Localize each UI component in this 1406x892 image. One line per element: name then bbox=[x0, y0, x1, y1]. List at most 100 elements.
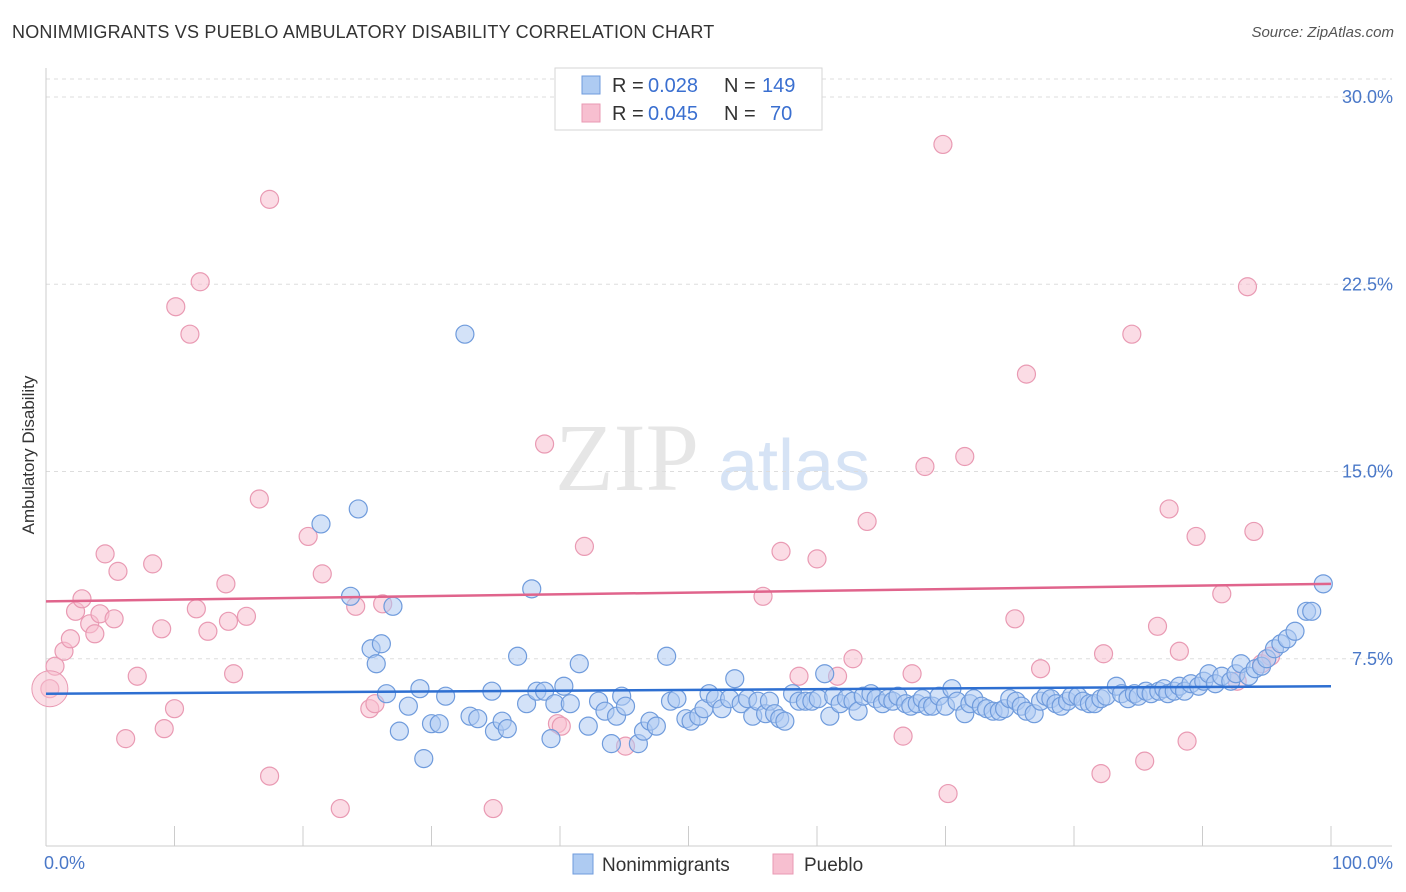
legend-n-value-1: 149 bbox=[762, 75, 795, 97]
y-tick-label-3: 30.0% bbox=[1342, 87, 1393, 107]
pueblo-point-24 bbox=[218, 611, 239, 631]
legend-swatch-pueblo bbox=[581, 103, 601, 123]
pueblo-point-18 bbox=[166, 297, 186, 317]
series-legend-label-nonimmigrants: Nonimmigrants bbox=[602, 855, 730, 876]
pueblo-point-52 bbox=[915, 456, 935, 477]
series-legend-swatch-pueblo bbox=[772, 853, 794, 875]
pueblo-point-37 bbox=[483, 798, 503, 819]
nonimmigrants-point-0 bbox=[311, 514, 331, 534]
nonimmigrants-point-45 bbox=[667, 689, 687, 709]
legend-r-value-2: 0.045 bbox=[648, 103, 698, 125]
pueblo-point-59 bbox=[1091, 763, 1111, 784]
pueblo-point-57 bbox=[1016, 364, 1037, 384]
pueblo-point-9 bbox=[95, 544, 115, 564]
legend-r-label-2: R = bbox=[612, 103, 644, 125]
pueblo-point-44 bbox=[771, 541, 791, 561]
legend-n-value-2: 70 bbox=[770, 103, 792, 125]
pueblo-point-20 bbox=[186, 599, 206, 619]
pueblo-point-49 bbox=[857, 511, 877, 532]
series-legend-swatch-nonimmigrants bbox=[572, 853, 594, 875]
nonimmigrants-point-13 bbox=[429, 714, 449, 734]
nonimmigrants-point-30 bbox=[560, 694, 580, 714]
legend-n-label-1: N = bbox=[724, 75, 756, 97]
pueblo-point-21 bbox=[190, 272, 210, 292]
tick-labels: 7.5% 15.0% 22.5% 30.0% 0.0% 100.0% bbox=[44, 87, 1393, 873]
nonimmigrants-point-63 bbox=[775, 711, 795, 731]
pueblo-point-63 bbox=[1147, 616, 1168, 636]
nonimmigrants-trend-line bbox=[45, 684, 1332, 695]
pueblo-point-22 bbox=[198, 621, 218, 641]
pueblo-point-48 bbox=[843, 649, 863, 669]
pueblo-point-32 bbox=[330, 798, 350, 819]
pueblo-point-40 bbox=[551, 716, 571, 736]
pueblo-point-27 bbox=[249, 489, 269, 509]
nonimmigrants-point-17 bbox=[468, 709, 488, 729]
nonimmigrants-point-54 bbox=[725, 669, 745, 689]
nonimmigrants-point-11 bbox=[414, 749, 434, 769]
pueblo-point-15 bbox=[152, 619, 172, 639]
pueblo-point-5 bbox=[72, 589, 92, 609]
nonimmigrants-point-21 bbox=[497, 719, 517, 739]
pueblo-point-45 bbox=[789, 666, 809, 686]
pueblo-point-67 bbox=[1186, 526, 1206, 547]
pueblo-point-60 bbox=[1093, 644, 1114, 664]
nonimmigrants-point-10 bbox=[410, 679, 430, 699]
series-legend: Nonimmigrants Pueblo bbox=[572, 853, 863, 876]
axes bbox=[45, 68, 1392, 847]
nonimmigrants-point-70 bbox=[820, 706, 840, 726]
nonimmigrants-point-43 bbox=[657, 646, 677, 666]
nonimmigrants-point-148 bbox=[1285, 621, 1305, 641]
y-tick-label-2: 22.5% bbox=[1342, 274, 1393, 294]
watermark-atlas: atlas bbox=[718, 426, 870, 506]
nonimmigrants-point-7 bbox=[383, 596, 403, 616]
pueblo-point-64 bbox=[1159, 499, 1179, 519]
pueblo-point-58 bbox=[1030, 659, 1051, 679]
nonimmigrants-point-22 bbox=[507, 646, 528, 666]
pueblo-point-56 bbox=[1005, 609, 1025, 629]
pueblo-point-11 bbox=[108, 561, 128, 581]
nonimmigrants-point-8 bbox=[389, 721, 409, 741]
nonimmigrants-point-6 bbox=[376, 684, 397, 704]
nonimmigrants-point-9 bbox=[398, 696, 418, 716]
pueblo-point-68 bbox=[1212, 584, 1232, 604]
nonimmigrants-point-69 bbox=[815, 664, 835, 684]
x-tick-label-end: 100.0% bbox=[1332, 853, 1393, 873]
pueblo-point-71 bbox=[1244, 521, 1264, 542]
pueblo-point-43 bbox=[753, 586, 773, 606]
y-axis-label: Ambulatory Disability bbox=[19, 375, 38, 534]
pueblo-point-23 bbox=[216, 574, 236, 594]
pueblo-point-7 bbox=[85, 624, 105, 644]
pueblo-trend-line bbox=[45, 582, 1332, 603]
pueblo-point-large bbox=[31, 670, 69, 708]
nonimmigrants-point-2 bbox=[348, 499, 368, 519]
y-tick-label-1: 15.0% bbox=[1342, 462, 1393, 482]
pueblo-point-16 bbox=[154, 719, 174, 739]
nonimmigrants-point-35 bbox=[601, 734, 622, 754]
watermark-zip: ZIP bbox=[555, 404, 699, 511]
pueblo-point-65 bbox=[1169, 641, 1189, 661]
pueblo-point-62 bbox=[1135, 751, 1155, 771]
pueblo-point-55 bbox=[955, 446, 975, 467]
nonimmigrants-point-24 bbox=[522, 579, 542, 599]
pueblo-point-61 bbox=[1122, 324, 1142, 344]
pueblo-point-12 bbox=[116, 729, 136, 749]
pueblo-point-31 bbox=[312, 564, 332, 584]
y-tick-label-0: 7.5% bbox=[1352, 649, 1393, 669]
pueblo-point-54 bbox=[938, 783, 958, 804]
nonimmigrants-point-4 bbox=[366, 654, 386, 674]
pueblo-point-17 bbox=[164, 699, 185, 719]
grid-lines bbox=[46, 78, 1392, 660]
nonimmigrants-point-27 bbox=[541, 729, 561, 749]
legend-swatch-nonimmigrants bbox=[581, 75, 601, 95]
pueblo-point-25 bbox=[224, 664, 244, 684]
nonimmigrants-points bbox=[311, 324, 1333, 769]
nonimmigrants-point-32 bbox=[578, 716, 598, 736]
pueblo-point-70 bbox=[1237, 277, 1258, 297]
correlation-legend: R = 0.028 N = 149 R = 0.045 N = 70 bbox=[554, 67, 823, 131]
pueblo-point-51 bbox=[902, 664, 922, 684]
nonimmigrants-point-15 bbox=[455, 324, 475, 344]
legend-r-value-1: 0.028 bbox=[648, 75, 698, 97]
chart-title: NONIMMIGRANTS VS PUEBLO AMBULATORY DISAB… bbox=[12, 22, 715, 42]
pueblo-point-41 bbox=[574, 536, 595, 557]
